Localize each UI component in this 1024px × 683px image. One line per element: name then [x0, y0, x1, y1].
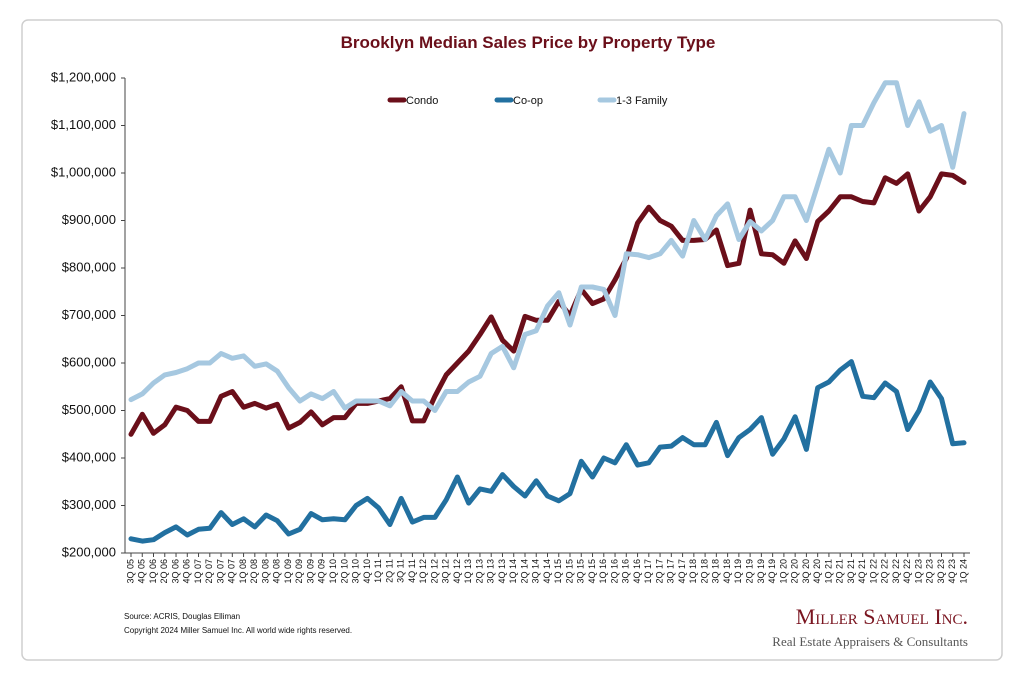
x-tick-label: 4Q 20	[812, 559, 822, 584]
x-tick-label: 3Q 15	[576, 559, 586, 584]
x-tick-label: 1Q 10	[328, 559, 338, 584]
chart-title: Brooklyn Median Sales Price by Property …	[341, 33, 716, 52]
x-tick-label: 1Q 17	[643, 559, 653, 584]
x-tick-label: 4Q 22	[902, 559, 912, 584]
x-tick-label: 1Q 12	[418, 559, 428, 584]
x-tick-label: 2Q 22	[880, 559, 890, 584]
x-tick-label: 3Q 10	[351, 559, 361, 584]
series-line	[128, 359, 967, 544]
y-tick-label: $500,000	[62, 402, 116, 417]
legend-label: Condo	[406, 95, 438, 107]
x-tick-label: 4Q 21	[857, 559, 867, 584]
x-tick-label: 4Q 16	[632, 559, 642, 584]
x-tick-label: 4Q 13	[497, 559, 507, 584]
x-tick-label: 1Q 18	[688, 559, 698, 584]
x-tick-label: 3Q 07	[215, 559, 225, 584]
x-tick-label: 1Q 14	[508, 559, 518, 584]
x-tick-label: 3Q 08	[260, 559, 270, 584]
x-tick-label: 2Q 13	[474, 559, 484, 584]
x-tick-label: 3Q 21	[846, 559, 856, 584]
frame	[21, 19, 1003, 661]
y-tick-label: $400,000	[62, 449, 116, 464]
x-tick-label: 2Q 19	[744, 559, 754, 584]
y-tick-label: $800,000	[62, 259, 116, 274]
x-tick-label: 2Q 14	[519, 559, 529, 584]
x-tick-label: 3Q 09	[305, 559, 315, 584]
x-tick-label: 1Q 19	[733, 559, 743, 584]
x-tick-label: 1Q 09	[283, 559, 293, 584]
x-tick-label: 4Q 19	[767, 559, 777, 584]
y-tick-label: $1,200,000	[51, 69, 116, 84]
x-tick-label: 4Q 08	[272, 559, 282, 584]
x-tick-label: 1Q 15	[553, 559, 563, 584]
y-tick-label: $900,000	[62, 212, 116, 227]
x-tick-label: 2Q 07	[204, 559, 214, 584]
copyright: Copyright 2024 Miller Samuel Inc. All wo…	[124, 626, 352, 635]
x-tick-label: 4Q 09	[317, 559, 327, 584]
x-tick-label: 2Q 18	[699, 559, 709, 584]
y-tick-label: $300,000	[62, 497, 116, 512]
x-tick-label: 2Q 12	[429, 559, 439, 584]
logo-name: Miller Samuel Inc.	[796, 604, 968, 629]
x-tick-label: 2Q 09	[294, 559, 304, 584]
x-tick-label: 1Q 11	[373, 559, 383, 583]
x-tick-label: 2Q 10	[339, 559, 349, 584]
x-tick-label: 4Q 11	[407, 559, 417, 583]
x-tick-label: 1Q 08	[238, 559, 248, 584]
y-tick-label: $600,000	[62, 354, 116, 369]
x-tick-label: 4Q 18	[722, 559, 732, 584]
x-tick-label: 2Q 11	[384, 559, 394, 583]
x-tick-label: 2Q 21	[835, 559, 845, 584]
x-tick-label: 3Q 13	[486, 559, 496, 584]
x-tick-label: 4Q 07	[227, 559, 237, 584]
x-tick-label: 3Q 16	[621, 559, 631, 584]
x-tick-label: 3Q 23	[936, 559, 946, 584]
x-tick-label: 3Q 20	[801, 559, 811, 584]
x-tick-label: 1Q 07	[193, 559, 203, 584]
legend-label: Co-op	[513, 95, 543, 107]
x-tick-label: 1Q 13	[463, 559, 473, 584]
x-tick-label: 4Q 10	[362, 559, 372, 584]
x-tick-label: 1Q 22	[868, 559, 878, 584]
logo-tagline: Real Estate Appraisers & Consultants	[772, 634, 968, 649]
x-tick-label: 3Q 14	[531, 559, 541, 584]
x-tick-label: 1Q 23	[913, 559, 923, 584]
x-tick-label: 2Q 20	[790, 559, 800, 584]
x-tick-label: 2Q 08	[249, 559, 259, 584]
x-tick-label: 1Q 21	[823, 559, 833, 584]
x-tick-label: 3Q 19	[756, 559, 766, 584]
source: Source: ACRIS, Douglas Elliman	[124, 612, 240, 621]
x-tick-label: 3Q 18	[711, 559, 721, 584]
x-tick-label: 2Q 23	[925, 559, 935, 584]
x-tick-label: 3Q 22	[891, 559, 901, 584]
x-tick-label: 4Q 12	[452, 559, 462, 584]
y-tick-label: $700,000	[62, 307, 116, 322]
x-tick-label: 1Q 20	[778, 559, 788, 584]
x-tick-label: 3Q 11	[396, 559, 406, 583]
x-tick-label: 4Q 17	[677, 559, 687, 584]
x-tick-label: 2Q 17	[654, 559, 664, 584]
x-tick-label: 4Q 06	[182, 559, 192, 584]
y-tick-label: $200,000	[62, 544, 116, 559]
x-tick-label: 3Q 12	[441, 559, 451, 584]
x-tick-label: 2Q 15	[564, 559, 574, 584]
x-tick-label: 2Q 16	[609, 559, 619, 584]
x-tick-label: 4Q 15	[587, 559, 597, 584]
y-tick-label: $1,100,000	[51, 117, 116, 132]
legend-label: 1-3 Family	[616, 95, 668, 107]
x-tick-label: 3Q 17	[666, 559, 676, 584]
x-tick-label: 4Q 14	[542, 559, 552, 584]
x-tick-label: 1Q 16	[598, 559, 608, 584]
x-tick-label: 3Q 05	[125, 559, 135, 584]
y-tick-label: $1,000,000	[51, 164, 116, 179]
x-tick-label: 4Q 05	[137, 559, 147, 584]
x-tick-label: 1Q 06	[148, 559, 158, 584]
x-tick-label: 4Q 23	[947, 559, 957, 584]
series-line	[128, 80, 967, 413]
x-tick-label: 1Q 24	[958, 559, 968, 584]
series-line	[128, 171, 967, 437]
x-tick-label: 2Q 06	[159, 559, 169, 584]
x-tick-label: 3Q 06	[170, 559, 180, 584]
